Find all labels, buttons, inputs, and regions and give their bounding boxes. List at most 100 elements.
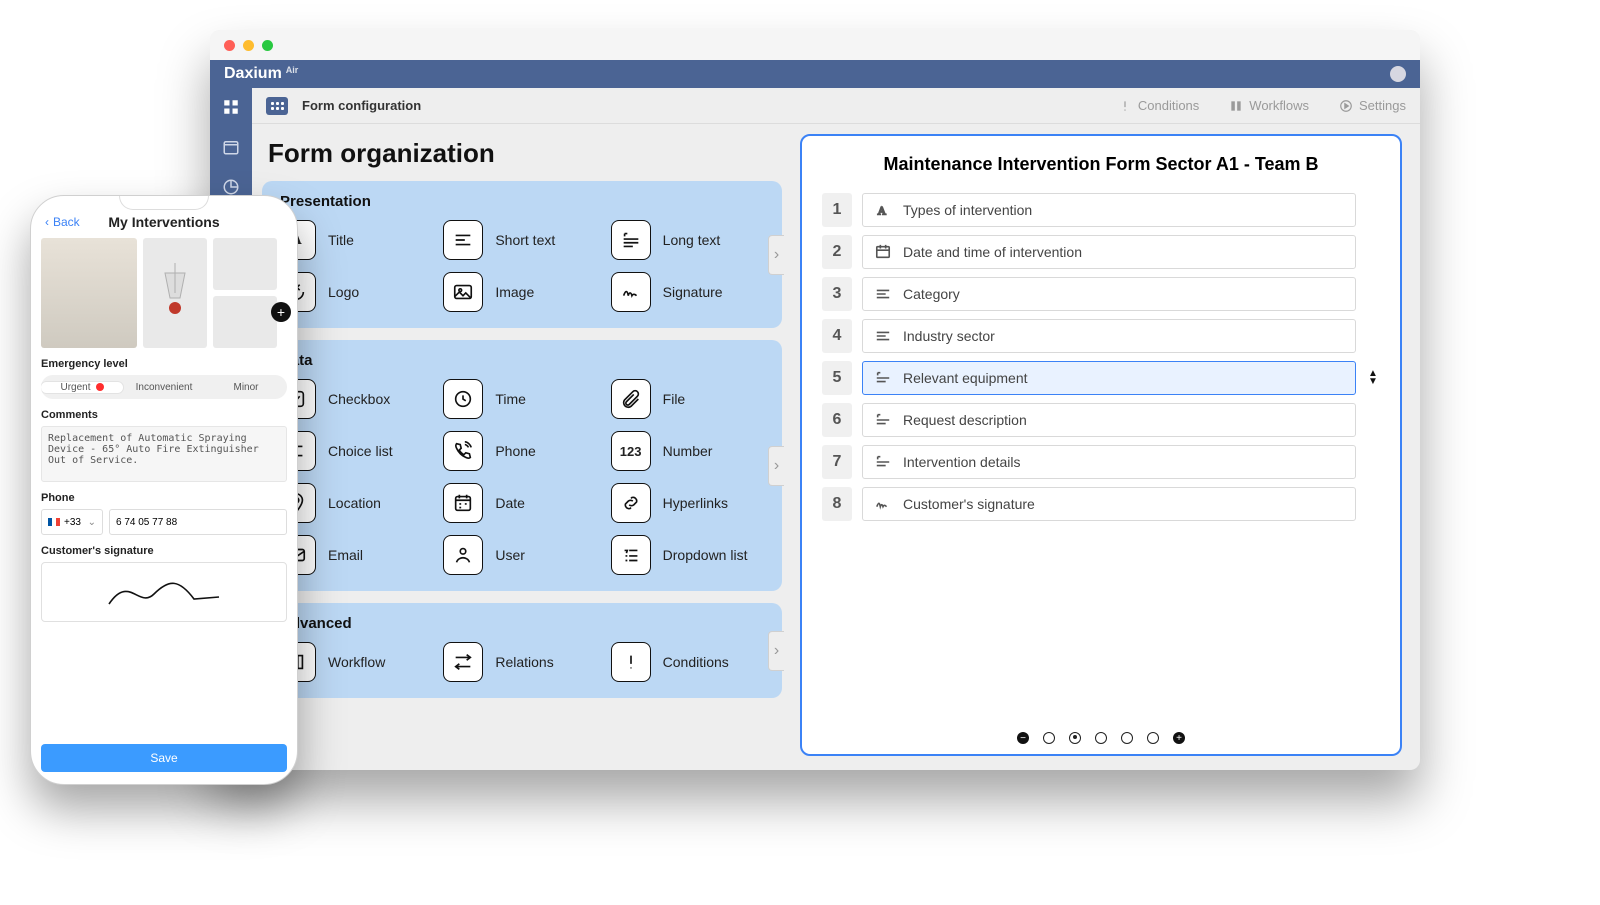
comments-label: Comments — [41, 409, 287, 421]
short-text-icon — [443, 220, 483, 260]
form-row[interactable]: 1ATypes of intervention — [822, 193, 1380, 227]
save-button[interactable]: Save — [41, 744, 287, 772]
form-row[interactable]: 5 Relevant equipment ▲▼ — [822, 361, 1380, 395]
field-title[interactable]: ATitle — [276, 220, 433, 260]
row-field[interactable]: ATypes of intervention — [862, 193, 1356, 227]
form-title: Maintenance Intervention Form Sector A1 … — [822, 154, 1380, 175]
row-icon — [875, 328, 891, 344]
pager-dot[interactable] — [1095, 732, 1107, 744]
back-button[interactable]: ‹ Back — [45, 215, 80, 229]
pager-add[interactable]: + — [1173, 732, 1185, 744]
phone-title: My Interventions — [108, 214, 219, 230]
row-number: 5 — [822, 361, 852, 395]
field-time[interactable]: Time — [443, 379, 600, 419]
form-row[interactable]: 2 Date and time of intervention — [822, 235, 1380, 269]
gallery-image[interactable] — [213, 238, 277, 290]
pager-dot[interactable] — [1147, 732, 1159, 744]
dropdown-icon — [611, 535, 651, 575]
field-long-text[interactable]: Long text — [611, 220, 768, 260]
gallery-image[interactable] — [213, 296, 277, 348]
page-title: Form organization — [268, 138, 782, 169]
add-image-button[interactable]: + — [271, 302, 291, 322]
close-dot[interactable] — [224, 40, 235, 51]
field-logo[interactable]: Logo — [276, 272, 433, 312]
signature-label: Customer's signature — [41, 545, 287, 557]
signature-pad[interactable] — [41, 562, 287, 622]
pager-dot[interactable] — [1121, 732, 1133, 744]
brand-text: Daxium — [224, 65, 282, 83]
field-phone[interactable]: Phone — [443, 431, 600, 471]
row-field[interactable]: Intervention details — [862, 445, 1356, 479]
phone-label: Phone — [41, 492, 287, 504]
nav-conditions[interactable]: Conditions — [1118, 98, 1199, 113]
form-row[interactable]: 6 Request description — [822, 403, 1380, 437]
field-conditions[interactable]: Conditions — [611, 642, 768, 682]
seg-minor[interactable]: Minor — [205, 382, 287, 393]
field-location[interactable]: Location — [276, 483, 433, 523]
seg-urgent[interactable]: Urgent — [41, 382, 123, 393]
nav-workflows[interactable]: Workflows — [1229, 98, 1309, 113]
form-row[interactable]: 7Intervention details — [822, 445, 1380, 479]
form-row[interactable]: 4Industry sector — [822, 319, 1380, 353]
row-number: 2 — [822, 235, 852, 269]
row-number: 6 — [822, 403, 852, 437]
panel-title: Data — [280, 352, 768, 369]
field-choice-list[interactable]: Choice list — [276, 431, 433, 471]
comments-input[interactable] — [41, 426, 287, 482]
app-body: Form configuration Conditions Workflows … — [210, 88, 1420, 770]
row-field[interactable]: Customer's signature — [862, 487, 1356, 521]
field-relations[interactable]: Relations — [443, 642, 600, 682]
row-field[interactable]: Relevant equipment — [862, 361, 1356, 395]
chart-icon[interactable] — [222, 178, 240, 196]
field-hyperlinks[interactable]: Hyperlinks — [611, 483, 768, 523]
nav-settings[interactable]: Settings — [1339, 98, 1406, 113]
phone-number-input[interactable]: 6 74 05 77 88 — [109, 509, 287, 535]
min-dot[interactable] — [243, 40, 254, 51]
gallery-image[interactable] — [41, 238, 137, 348]
country-code-select[interactable]: +33 ⌄ — [41, 509, 103, 535]
field-user[interactable]: User — [443, 535, 600, 575]
row-number: 8 — [822, 487, 852, 521]
field-signature[interactable]: Signature — [611, 272, 768, 312]
row-icon — [875, 496, 891, 512]
pager-dot-active[interactable] — [1069, 732, 1081, 744]
panel-title: Presentation — [280, 193, 768, 210]
apps-icon[interactable] — [266, 97, 288, 115]
field-workflow[interactable]: Workflow — [276, 642, 433, 682]
max-dot[interactable] — [262, 40, 273, 51]
field-checkbox[interactable]: Checkbox — [276, 379, 433, 419]
field-image[interactable]: Image — [443, 272, 600, 312]
pager-remove[interactable]: − — [1017, 732, 1029, 744]
date-icon — [443, 483, 483, 523]
row-label: Intervention details — [903, 454, 1021, 470]
field-dropdown[interactable]: Dropdown list — [611, 535, 768, 575]
form-row[interactable]: 8 Customer's signature — [822, 487, 1380, 521]
row-icon — [875, 244, 891, 260]
form-row[interactable]: 3Category — [822, 277, 1380, 311]
row-field[interactable]: Date and time of intervention — [862, 235, 1356, 269]
field-email[interactable]: Email — [276, 535, 433, 575]
chevron-right-icon[interactable]: › — [768, 631, 784, 671]
row-label: Customer's signature — [903, 496, 1035, 512]
avatar[interactable] — [1390, 66, 1406, 82]
row-field[interactable]: Category — [862, 277, 1356, 311]
brand: Daxium Air — [224, 65, 298, 83]
grid-icon[interactable] — [222, 98, 240, 116]
emergency-segment[interactable]: Urgent Inconvenient Minor — [41, 375, 287, 399]
row-field[interactable]: Industry sector — [862, 319, 1356, 353]
chevron-right-icon[interactable]: › — [768, 235, 784, 275]
field-date[interactable]: Date — [443, 483, 600, 523]
chevron-right-icon[interactable]: › — [768, 446, 784, 486]
row-label: Industry sector — [903, 328, 995, 344]
pager-dot[interactable] — [1043, 732, 1055, 744]
calendar-icon[interactable] — [222, 138, 240, 156]
field-short-text[interactable]: Short text — [443, 220, 600, 260]
sort-handle[interactable]: ▲▼ — [1366, 370, 1380, 386]
seg-inconvenient[interactable]: Inconvenient — [123, 382, 205, 393]
field-number[interactable]: 123Number — [611, 431, 768, 471]
breadcrumb: Form configuration — [302, 98, 421, 113]
content: Form organization Presentation ATitle Sh… — [252, 124, 1420, 770]
row-field[interactable]: Request description — [862, 403, 1356, 437]
field-file[interactable]: File — [611, 379, 768, 419]
gallery-image[interactable] — [143, 238, 207, 348]
